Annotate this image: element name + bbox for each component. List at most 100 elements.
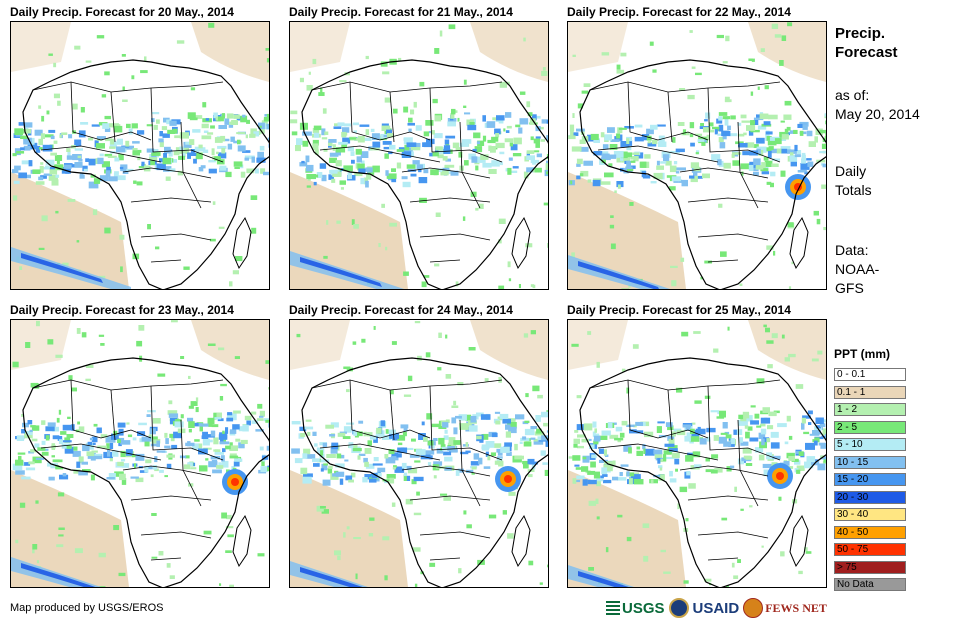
rain-cell — [152, 465, 158, 470]
rain-cell — [175, 147, 182, 153]
rain-cell — [144, 56, 147, 62]
rain-cell — [85, 60, 92, 63]
rain-cell — [144, 465, 149, 473]
country-border — [150, 385, 224, 461]
rain-cell — [12, 153, 17, 157]
rain-cell — [610, 243, 616, 250]
rain-cell — [702, 139, 707, 143]
rain-cell — [652, 69, 657, 73]
rain-cell — [421, 421, 425, 426]
rain-cell — [210, 430, 216, 437]
rain-cell — [85, 158, 90, 162]
rain-cell — [250, 195, 258, 200]
rain-cell — [21, 160, 32, 165]
rain-cell — [364, 474, 373, 480]
rain-cell — [797, 150, 802, 155]
rain-cell — [753, 158, 761, 166]
rain-cell — [626, 387, 630, 394]
rain-cell — [187, 462, 193, 467]
rain-cell — [58, 527, 65, 530]
as-of-value: May 20, 2014 — [835, 106, 920, 122]
rain-cell — [423, 275, 430, 278]
rain-cell — [362, 477, 368, 483]
rain-cell — [61, 443, 71, 449]
country-border — [140, 531, 212, 539]
rain-cell — [210, 125, 215, 129]
rain-cell — [67, 151, 71, 157]
rain-cell — [356, 156, 362, 163]
rain-cell — [819, 151, 826, 154]
rain-cell — [302, 140, 309, 147]
rain-cell — [624, 152, 632, 158]
rain-cell — [117, 138, 123, 145]
rain-cell — [314, 149, 319, 155]
rain-cell — [617, 127, 623, 134]
country-border — [707, 557, 739, 561]
legend-swatch: 15 - 20 — [834, 473, 906, 487]
rain-cell — [188, 428, 192, 433]
forecast-panel-3: Daily Precip. Forecast for 22 May., 2014 — [567, 5, 827, 290]
rain-cell — [707, 129, 715, 133]
rain-cell — [608, 163, 613, 167]
rain-cell — [350, 472, 356, 478]
rain-cell — [817, 350, 823, 355]
rain-cell — [786, 126, 791, 131]
rain-cell — [98, 552, 106, 558]
country-border — [589, 379, 781, 391]
rain-cell — [629, 429, 637, 434]
rain-cell — [418, 177, 428, 184]
rain-cell — [766, 245, 774, 250]
rain-cell — [766, 136, 772, 141]
rain-cell — [219, 583, 222, 586]
rain-cell — [708, 122, 714, 127]
rain-cell — [216, 465, 224, 469]
rain-cell — [190, 401, 198, 406]
rain-cell — [630, 165, 636, 169]
legend-item: 2 - 5 — [834, 419, 959, 437]
rain-cell — [29, 429, 33, 433]
rain-cell — [201, 423, 209, 427]
rain-cell — [656, 160, 660, 166]
frontal-rain-band — [290, 561, 368, 587]
rain-cell — [237, 145, 246, 152]
country-border — [697, 233, 769, 241]
rain-cell — [15, 470, 25, 475]
rain-cell — [777, 423, 787, 428]
rain-cell — [447, 121, 456, 127]
rain-cell — [11, 169, 19, 174]
rain-cell — [413, 142, 421, 148]
rain-cell — [768, 114, 778, 120]
rain-cell — [312, 431, 317, 436]
rain-cell — [266, 445, 269, 451]
rain-cell — [151, 152, 161, 156]
rain-cell — [221, 455, 225, 462]
rain-cell — [14, 128, 23, 135]
rain-cell — [121, 459, 126, 462]
rain-cell — [397, 434, 406, 441]
rain-cell — [570, 130, 574, 137]
rain-cell — [183, 141, 192, 148]
rain-cell — [760, 428, 767, 435]
rain-cell — [423, 437, 428, 442]
rain-cell — [339, 431, 347, 434]
rain-cell — [514, 455, 524, 460]
rain-cell — [756, 137, 765, 144]
rain-cell — [300, 467, 308, 475]
rain-cell — [351, 159, 355, 164]
rain-cell — [207, 417, 215, 425]
rain-cell — [211, 424, 219, 428]
rain-cell — [219, 432, 227, 437]
rain-cell — [82, 469, 91, 473]
africa-map-svg — [11, 320, 269, 587]
frontal-rain-band — [11, 557, 101, 587]
country-border — [32, 379, 224, 391]
rain-cell — [219, 396, 224, 401]
rain-cell — [171, 444, 178, 449]
rain-cell — [195, 152, 203, 160]
rain-cell — [426, 413, 433, 420]
rain-cell — [536, 428, 542, 434]
rain-cell — [176, 40, 185, 44]
rain-cell — [756, 425, 762, 428]
rain-cell — [711, 154, 721, 161]
rain-cell — [801, 422, 805, 430]
